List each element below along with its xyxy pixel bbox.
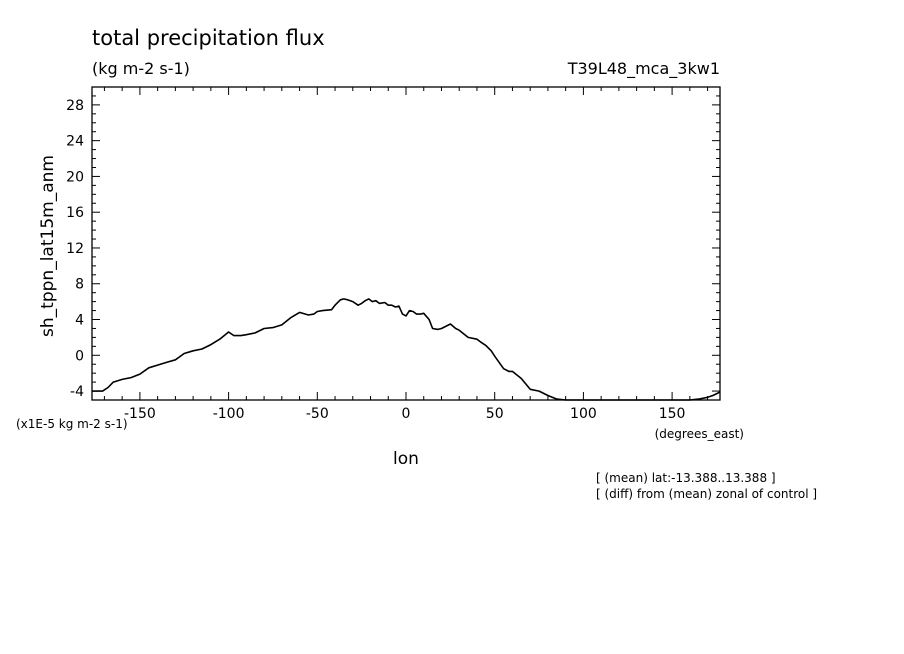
chart-units: (kg m-2 s-1): [92, 59, 190, 78]
y-tick-label: 28: [66, 98, 84, 114]
x-axis-label: lon: [393, 449, 419, 469]
x-tick-label: 0: [402, 406, 411, 422]
x-tick-label: 150: [659, 406, 686, 422]
y-scale-note: (x1E-5 kg m-2 s-1): [16, 417, 128, 431]
y-tick-label: 4: [75, 313, 84, 329]
note-mean-lat: [ (mean) lat:-13.388..13.388 ]: [596, 471, 776, 485]
series: [92, 298, 721, 401]
y-tick-label: 20: [66, 169, 84, 185]
chart-title: total precipitation flux: [92, 26, 325, 50]
y-tick-label: 12: [66, 241, 84, 257]
y-tick-label: 0: [75, 348, 84, 364]
x-tick-label: 50: [486, 406, 504, 422]
run-id: T39L48_mca_3kw1: [567, 59, 720, 79]
y-tick-label: 8: [75, 277, 84, 293]
y-axis-label: sh_tppn_lat15m_anm: [38, 155, 58, 337]
y-tick-label: -4: [70, 384, 84, 400]
series-line: [92, 298, 721, 401]
x-tick-label: -100: [213, 406, 245, 422]
y-tick-label: 16: [66, 205, 84, 221]
x-tick-label: 100: [570, 406, 597, 422]
tick-labels: -4 0 4 8 12 16 20 24 28 -150 -100 -50 0 50 100 150: [66, 98, 685, 422]
x-axis-units: (degrees_east): [655, 427, 744, 441]
y-tick-label: 24: [66, 134, 84, 150]
note-diff-control: [ (diff) from (mean) zonal of control ]: [596, 487, 817, 501]
ticks: [92, 86, 720, 401]
x-tick-label: -150: [124, 406, 156, 422]
x-tick-label: -50: [306, 406, 329, 422]
